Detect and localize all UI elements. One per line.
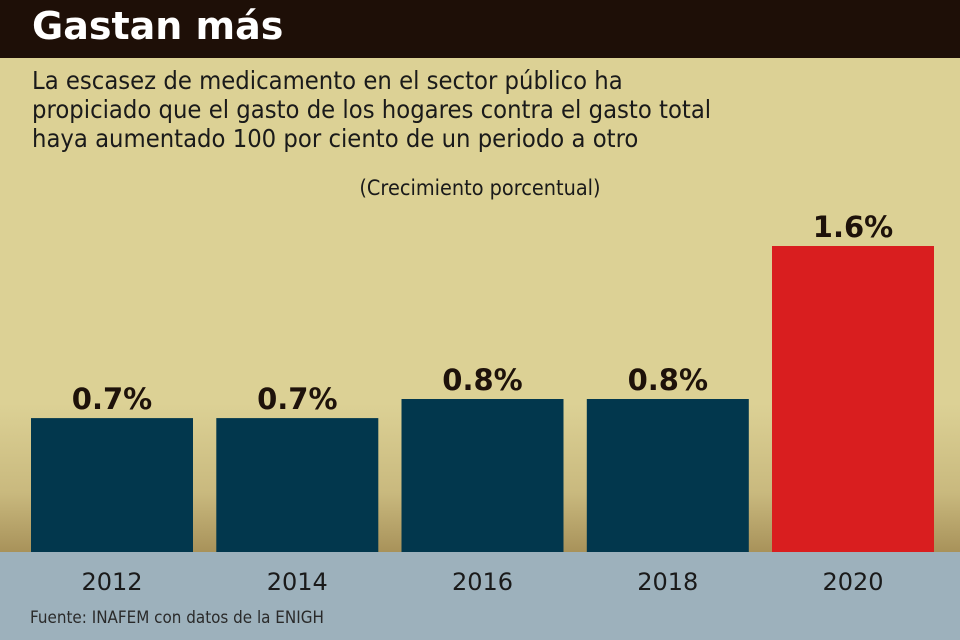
x-tick-label-2014: 2014 (267, 568, 328, 596)
value-label-2016: 0.8% (442, 363, 522, 397)
bar-2016 (401, 399, 564, 552)
title-bar: Gastan más (0, 0, 960, 58)
x-tick-labels-group: 2012 2014 2016 2018 2020 (81, 568, 883, 596)
value-label-2020: 1.6% (813, 210, 893, 244)
value-label-2014: 0.7% (257, 382, 337, 416)
bars-group (31, 246, 934, 552)
bar-2012 (31, 418, 193, 552)
chart-title: Gastan más (32, 4, 284, 48)
x-axis-band (0, 552, 960, 640)
chart-subtitle: La escasez de medicamento en el sector p… (32, 66, 712, 153)
bar-2018 (586, 399, 749, 552)
x-tick-label-2020: 2020 (822, 568, 883, 596)
value-labels-group: 0.7% 0.7% 0.8% 0.8% 1.6% (72, 210, 893, 416)
x-tick-label-2018: 2018 (637, 568, 698, 596)
units-label: (Crecimiento porcentual) (359, 176, 601, 200)
x-tick-label-2012: 2012 (81, 568, 142, 596)
value-label-2018: 0.8% (628, 363, 708, 397)
value-label-2012: 0.7% (72, 382, 152, 416)
bar-2014 (216, 418, 379, 552)
source-note: Fuente: INAFEM con datos de la ENIGH (30, 608, 324, 627)
x-tick-label-2016: 2016 (452, 568, 513, 596)
bar-2020 (772, 246, 934, 552)
